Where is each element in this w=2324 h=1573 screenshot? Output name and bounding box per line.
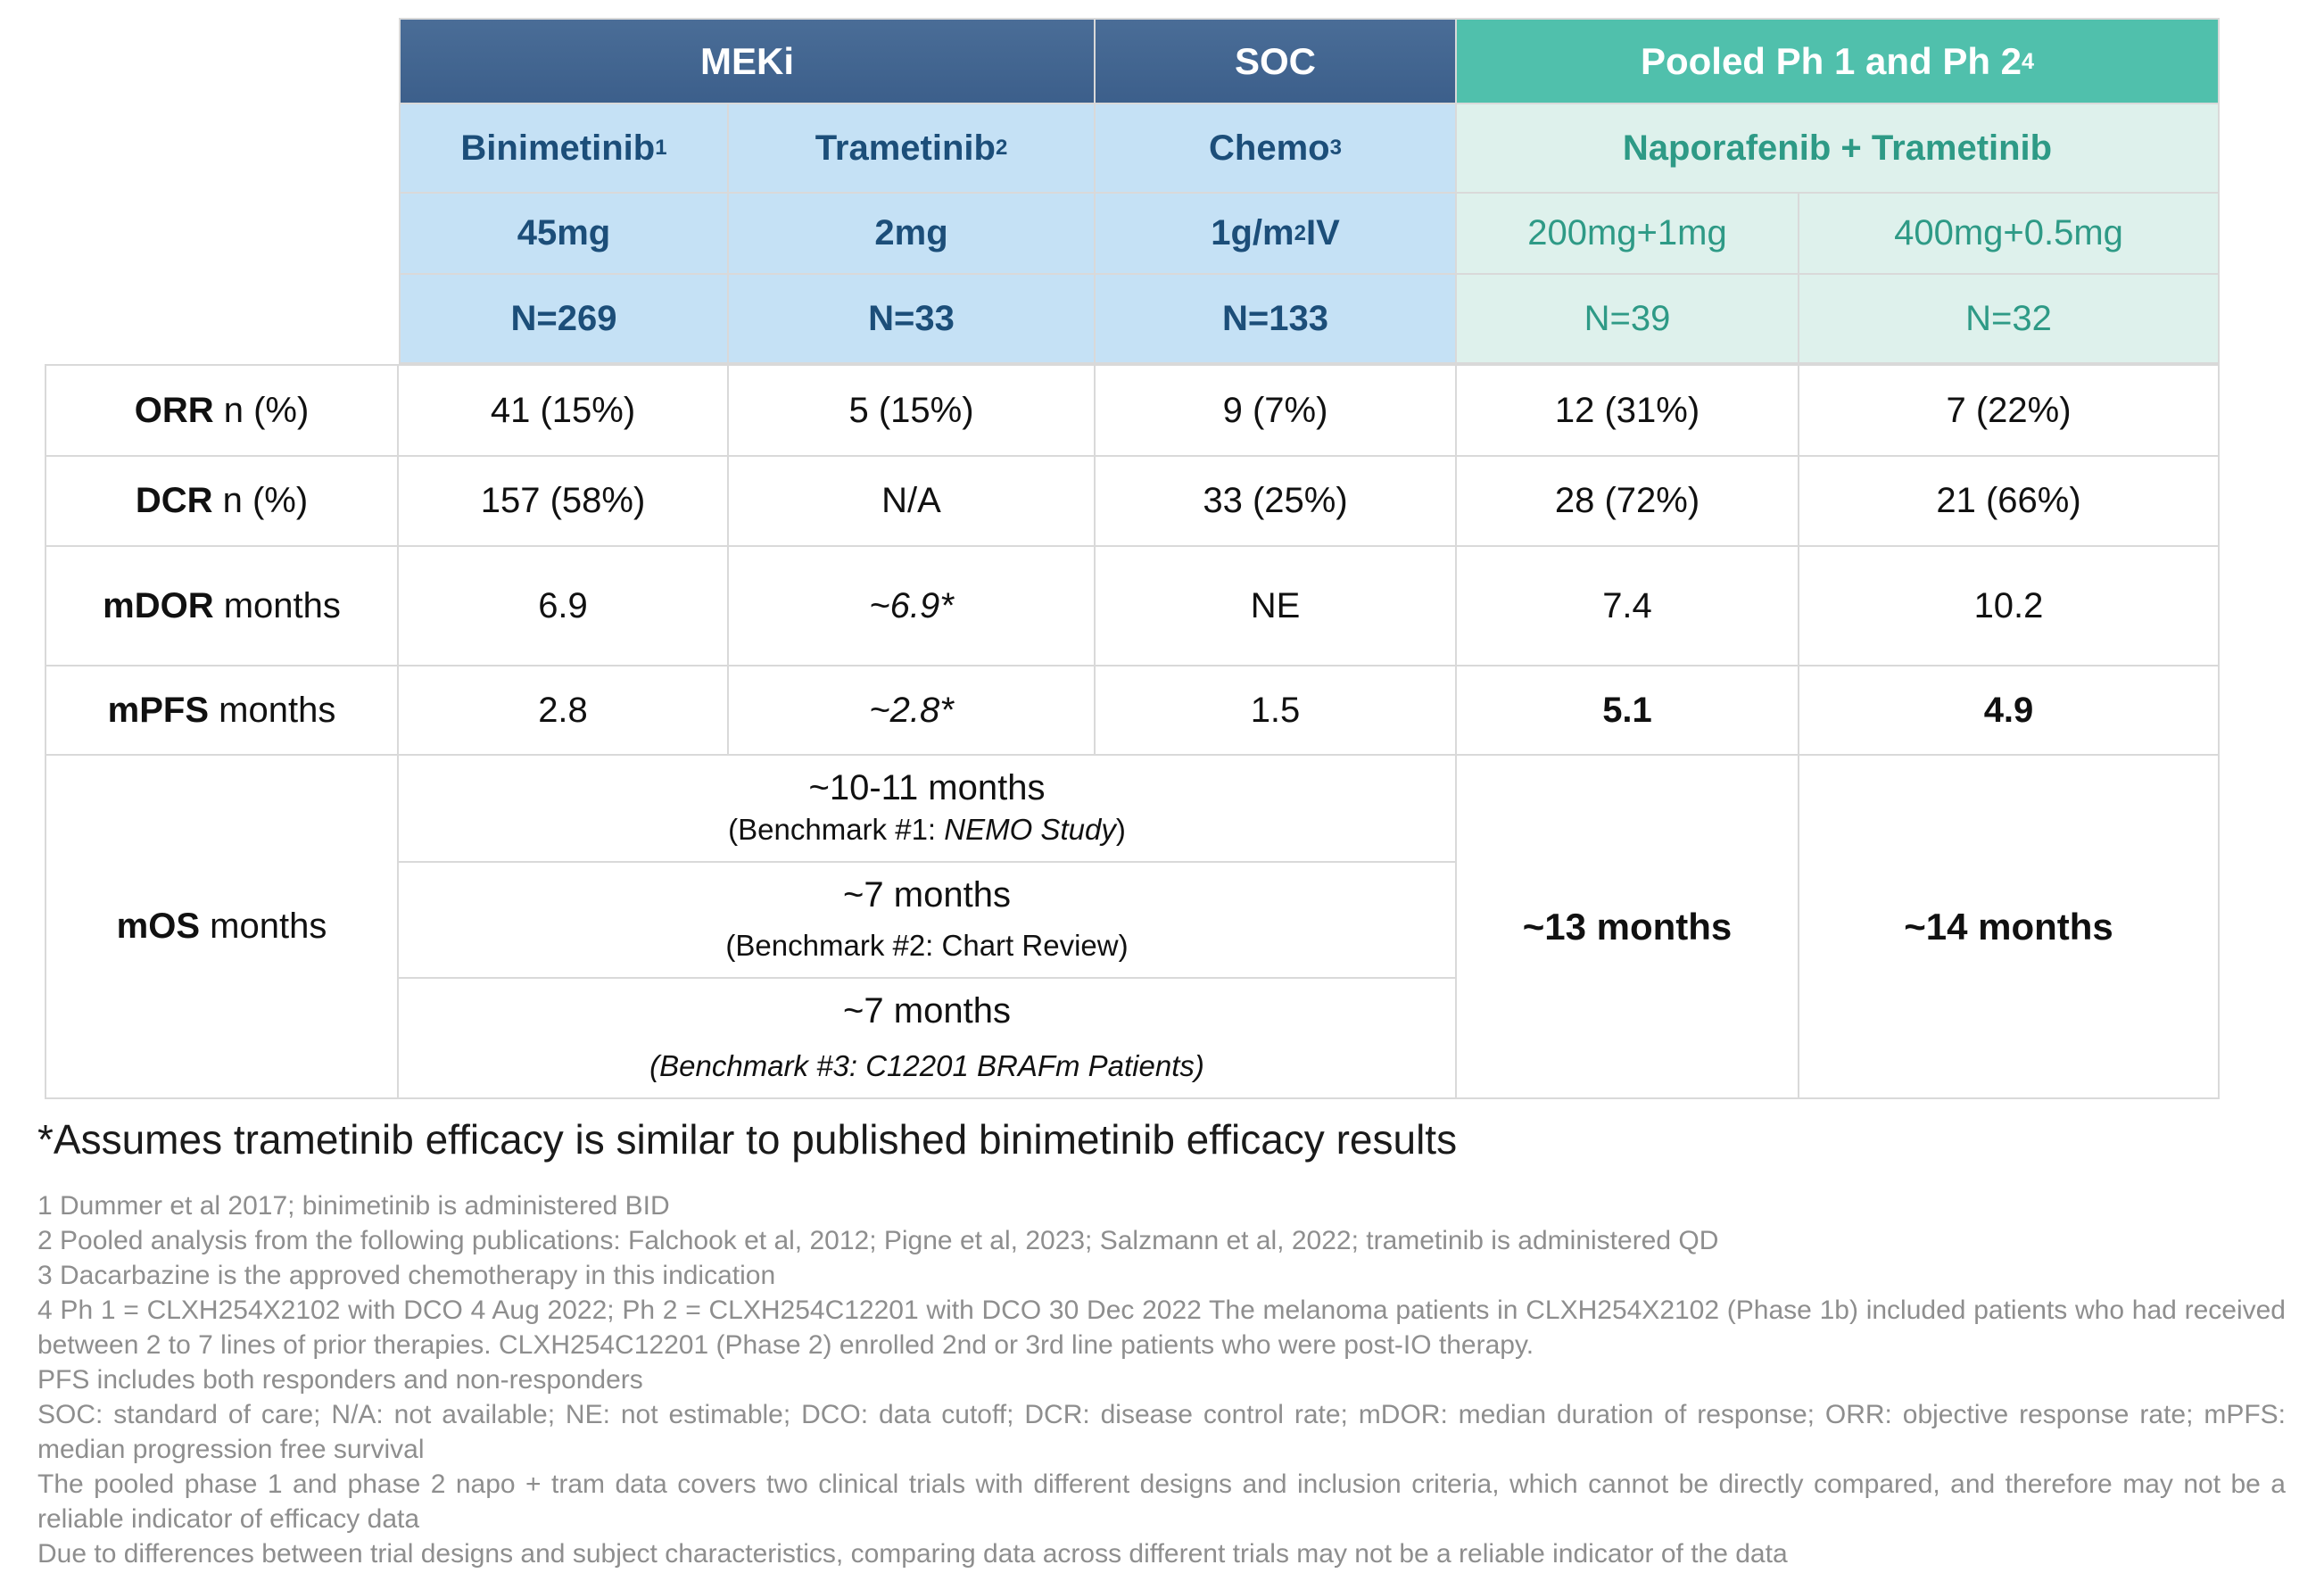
orr-label-unit: n (%) xyxy=(213,390,310,430)
mos-napo-400: ~14 months xyxy=(1799,756,2220,1099)
mpfs-napo-400: 4.9 xyxy=(1799,666,2220,756)
footnote-1: 1 Dummer et al 2017; binimetinib is admi… xyxy=(37,1191,670,1221)
dcr-napo-200: 28 (72%) xyxy=(1457,457,1799,547)
dcr-napo-400: 21 (66%) xyxy=(1799,457,2220,547)
dose-napo-400: 400mg+0.5mg xyxy=(1799,194,2220,275)
mos-label-unit: months xyxy=(200,907,327,946)
orr-label: ORR xyxy=(134,390,214,430)
footnote-2: 2 Pooled analysis from the following pub… xyxy=(37,1226,1719,1255)
mpfs-label: mPFS xyxy=(107,690,210,730)
drug-header-trametinib: Trametinib 2 xyxy=(729,104,1096,194)
orr-trametinib: 5 (15%) xyxy=(729,364,1096,457)
drug-header-naporafenib-trametinib: Naporafenib + Trametinib xyxy=(1457,104,2220,194)
mpfs-label-unit: months xyxy=(209,690,336,730)
dcr-label: DCR xyxy=(135,481,213,520)
dose-chemo-text: 1g/m xyxy=(1211,213,1294,253)
drug-name-chemo: Chemo xyxy=(1209,128,1330,168)
row-label-dcr: DCR n (%) xyxy=(45,457,399,547)
orr-chemo: 9 (7%) xyxy=(1096,364,1457,457)
mos-benchmark-1-label: (Benchmark #1: NEMO Study) xyxy=(728,813,1126,846)
orr-napo-400: 7 (22%) xyxy=(1799,364,2220,457)
mpfs-chemo: 1.5 xyxy=(1096,666,1457,756)
group-header-meki: MEKi xyxy=(399,18,1096,104)
n-chemo: N=133 xyxy=(1096,275,1457,364)
mos-benchmark-3-label: (Benchmark #3: C12201 BRAFm Patients) xyxy=(649,1049,1204,1082)
n-binimetinib: N=269 xyxy=(399,275,729,364)
mos-benchmark-3: ~7 months (Benchmark #3: C12201 BRAFm Pa… xyxy=(399,979,1457,1099)
dcr-label-unit: n (%) xyxy=(212,481,309,520)
mdor-napo-400: 10.2 xyxy=(1799,547,2220,666)
row-label-orr: ORR n (%) xyxy=(45,364,399,457)
footnote-pooled-caveat: The pooled phase 1 and phase 2 napo + tr… xyxy=(37,1470,2286,1534)
mos-label: mOS xyxy=(116,907,201,946)
footnote-list: 1 Dummer et al 2017; binimetinib is admi… xyxy=(37,1188,2286,1571)
mos-benchmark-1-value: ~10-11 months xyxy=(808,768,1046,807)
dcr-chemo: 33 (25%) xyxy=(1096,457,1457,547)
footnote-3: 3 Dacarbazine is the approved chemothera… xyxy=(37,1261,776,1290)
mpfs-trametinib: ~2.8* xyxy=(729,666,1096,756)
dcr-binimetinib: 157 (58%) xyxy=(399,457,729,547)
dose-napo-200: 200mg+1mg xyxy=(1457,194,1799,275)
footnote-pfs: PFS includes both responders and non-res… xyxy=(37,1365,643,1395)
group-header-soc: SOC xyxy=(1096,18,1457,104)
group-header-pooled-text: Pooled Ph 1 and Ph 2 xyxy=(1640,39,2022,82)
orr-binimetinib: 41 (15%) xyxy=(399,364,729,457)
footnote-section: *Assumes trametinib efficacy is similar … xyxy=(37,1115,2286,1571)
dcr-trametinib: N/A xyxy=(729,457,1096,547)
mos-benchmark-2: ~7 months (Benchmark #2: Chart Review) xyxy=(399,863,1457,979)
dose-chemo: 1g/m 2 IV xyxy=(1096,194,1457,275)
dose-binimetinib: 45mg xyxy=(399,194,729,275)
mdor-binimetinib: 6.9 xyxy=(399,547,729,666)
row-label-mdor: mDOR months xyxy=(45,547,399,666)
n-napo-200: N=39 xyxy=(1457,275,1799,364)
mos-napo-200: ~13 months xyxy=(1457,756,1799,1099)
table-spacer xyxy=(45,18,399,364)
mdor-napo-200: 7.4 xyxy=(1457,547,1799,666)
dose-trametinib: 2mg xyxy=(729,194,1096,275)
mos-benchmark-2-value: ~7 months xyxy=(843,875,1011,915)
footnote-trial-comparison-caveat: Due to differences between trial designs… xyxy=(37,1539,1788,1569)
mos-benchmark-1: ~10-11 months (Benchmark #1: NEMO Study) xyxy=(399,756,1457,863)
mpfs-binimetinib: 2.8 xyxy=(399,666,729,756)
n-trametinib: N=33 xyxy=(729,275,1096,364)
footnote-4: 4 Ph 1 = CLXH254X2102 with DCO 4 Aug 202… xyxy=(37,1296,2286,1360)
mdor-label: mDOR xyxy=(103,585,214,625)
drug-name-trametinib: Trametinib xyxy=(815,128,996,168)
mdor-trametinib: ~6.9* xyxy=(729,547,1096,666)
footnote-abbreviations: SOC: standard of care; N/A: not availabl… xyxy=(37,1400,2286,1464)
row-label-mos: mOS months xyxy=(45,756,399,1099)
footnote-asterisk: *Assumes trametinib efficacy is similar … xyxy=(37,1116,1458,1163)
mdor-label-unit: months xyxy=(213,585,341,625)
mos-benchmark-2-label: (Benchmark #2: Chart Review) xyxy=(725,929,1129,962)
mos-benchmark-3-value: ~7 months xyxy=(843,991,1011,1031)
drug-name-binimetinib: Binimetinib xyxy=(460,128,656,168)
dose-chemo-unit: IV xyxy=(1305,213,1340,253)
drug-header-chemo: Chemo 3 xyxy=(1096,104,1457,194)
row-label-mpfs: mPFS months xyxy=(45,666,399,756)
mpfs-napo-200: 5.1 xyxy=(1457,666,1799,756)
orr-napo-200: 12 (31%) xyxy=(1457,364,1799,457)
drug-header-binimetinib: Binimetinib 1 xyxy=(399,104,729,194)
mdor-chemo: NE xyxy=(1096,547,1457,666)
n-napo-400: N=32 xyxy=(1799,275,2220,364)
